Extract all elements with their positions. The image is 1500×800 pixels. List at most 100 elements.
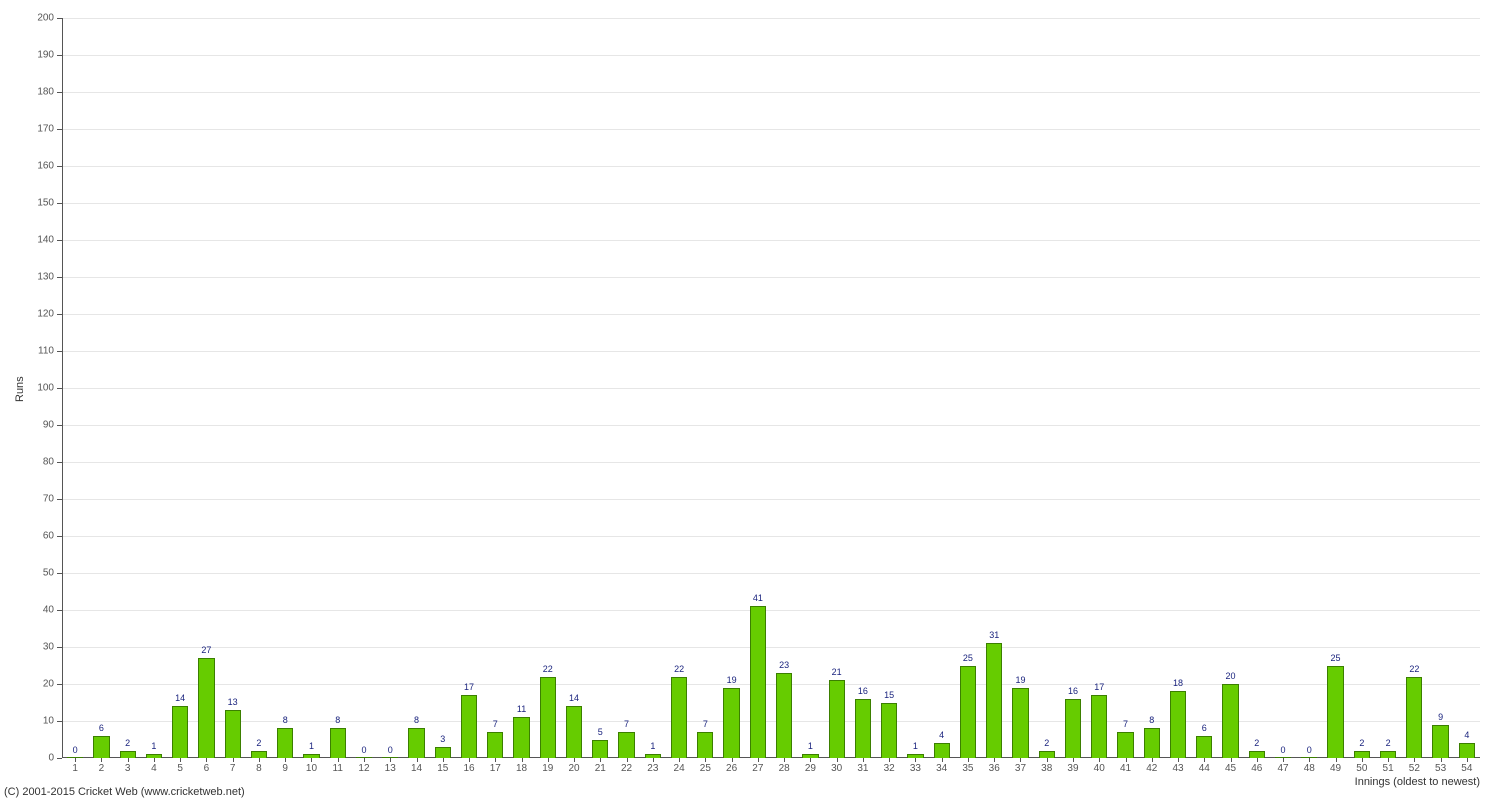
y-tick-label: 160 <box>14 161 54 172</box>
x-tick <box>942 758 943 762</box>
x-tick <box>311 758 312 762</box>
runs-by-innings-chart: 0621142713281800831771122145712271941231… <box>0 0 1500 800</box>
bar-value-label: 8 <box>414 715 419 725</box>
x-tick <box>338 758 339 762</box>
x-tick <box>810 758 811 762</box>
x-tick-label: 42 <box>1146 763 1157 774</box>
x-tick <box>522 758 523 762</box>
x-tick-label: 51 <box>1383 763 1394 774</box>
bar-value-label: 11 <box>517 704 526 714</box>
bar <box>960 666 976 759</box>
y-tick-label: 30 <box>14 642 54 653</box>
gridline <box>62 129 1480 130</box>
bar <box>120 751 136 758</box>
x-tick-label: 23 <box>647 763 658 774</box>
gridline <box>62 462 1480 463</box>
y-tick-label: 90 <box>14 420 54 431</box>
bar <box>1327 666 1343 759</box>
bar-value-label: 0 <box>73 745 78 755</box>
x-tick <box>180 758 181 762</box>
y-tick-label: 70 <box>14 494 54 505</box>
y-tick-label: 10 <box>14 716 54 727</box>
bar-value-label: 14 <box>569 693 579 703</box>
x-tick-label: 10 <box>306 763 317 774</box>
y-tick-label: 180 <box>14 87 54 98</box>
copyright-text: (C) 2001-2015 Cricket Web (www.cricketwe… <box>4 786 245 798</box>
x-tick-label: 12 <box>358 763 369 774</box>
x-tick-label: 40 <box>1094 763 1105 774</box>
bar <box>697 732 713 758</box>
x-tick <box>469 758 470 762</box>
y-tick-label: 110 <box>14 346 54 357</box>
bar-value-label: 25 <box>963 653 973 663</box>
x-tick <box>705 758 706 762</box>
x-tick-label: 28 <box>779 763 790 774</box>
x-tick <box>863 758 864 762</box>
x-tick <box>574 758 575 762</box>
x-tick-label: 33 <box>910 763 921 774</box>
x-tick <box>1441 758 1442 762</box>
y-tick-label: 120 <box>14 309 54 320</box>
bar <box>225 710 241 758</box>
y-tick-label: 200 <box>14 13 54 24</box>
gridline <box>62 388 1480 389</box>
x-tick <box>968 758 969 762</box>
x-tick <box>128 758 129 762</box>
x-tick-label: 15 <box>437 763 448 774</box>
bar-value-label: 2 <box>125 738 130 748</box>
bar-value-label: 8 <box>335 715 340 725</box>
bar-value-label: 3 <box>440 734 445 744</box>
bar-value-label: 16 <box>858 686 868 696</box>
bar-value-label: 14 <box>175 693 185 703</box>
x-tick-label: 16 <box>463 763 474 774</box>
x-tick <box>994 758 995 762</box>
x-tick-label: 21 <box>595 763 606 774</box>
x-tick-label: 44 <box>1199 763 1210 774</box>
x-tick <box>1362 758 1363 762</box>
bar-value-label: 0 <box>361 745 366 755</box>
gridline <box>62 684 1480 685</box>
bar-value-label: 21 <box>832 667 842 677</box>
gridline <box>62 277 1480 278</box>
bar <box>330 728 346 758</box>
gridline <box>62 55 1480 56</box>
gridline <box>62 610 1480 611</box>
bar <box>1091 695 1107 758</box>
x-tick <box>1178 758 1179 762</box>
bar <box>855 699 871 758</box>
bar <box>986 643 1002 758</box>
bar-value-label: 1 <box>309 741 314 751</box>
x-tick <box>259 758 260 762</box>
x-tick-label: 53 <box>1435 763 1446 774</box>
bar-value-label: 20 <box>1226 671 1236 681</box>
bar-value-label: 2 <box>1386 738 1391 748</box>
gridline <box>62 721 1480 722</box>
x-tick <box>653 758 654 762</box>
x-tick-label: 18 <box>516 763 527 774</box>
bar <box>198 658 214 758</box>
x-tick <box>1152 758 1153 762</box>
x-tick-label: 2 <box>99 763 105 774</box>
x-tick <box>1257 758 1258 762</box>
bar-value-label: 2 <box>256 738 261 748</box>
x-tick-label: 35 <box>962 763 973 774</box>
y-tick-label: 60 <box>14 531 54 542</box>
bar-value-label: 18 <box>1173 678 1183 688</box>
bar-value-label: 23 <box>779 660 789 670</box>
bar-value-label: 5 <box>598 727 603 737</box>
bar <box>540 677 556 758</box>
x-tick-label: 48 <box>1304 763 1315 774</box>
x-tick <box>1020 758 1021 762</box>
bar-value-label: 22 <box>1409 664 1419 674</box>
gridline <box>62 499 1480 500</box>
x-tick <box>495 758 496 762</box>
x-tick-label: 37 <box>1015 763 1026 774</box>
x-tick <box>548 758 549 762</box>
bar-value-label: 6 <box>1202 723 1207 733</box>
x-tick <box>600 758 601 762</box>
bar-value-label: 2 <box>1254 738 1259 748</box>
x-tick-label: 49 <box>1330 763 1341 774</box>
gridline <box>62 536 1480 537</box>
bar <box>513 717 529 758</box>
y-tick <box>57 758 62 759</box>
